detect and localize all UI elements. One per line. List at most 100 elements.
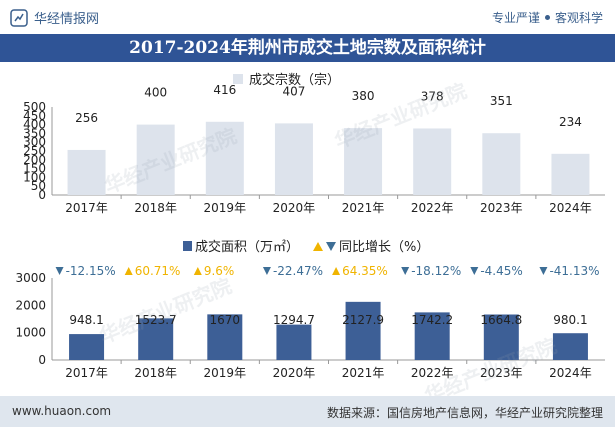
down-triangle-icon [55,267,64,275]
growth-label: 60.71% [135,264,181,278]
x-tick-label: 2021年 [342,366,385,380]
down-triangle-icon [262,267,271,275]
y-tick-label: 3000 [15,271,46,285]
bar [138,318,174,360]
x-tick-label: 2020年 [273,201,316,215]
x-tick-label: 2018年 [134,201,177,215]
legend-label: 成交宗数（宗） [249,72,340,88]
y-tick-label: 0 [38,353,46,367]
legend-swatch [183,241,192,251]
y-tick-label: 200 [23,153,46,167]
bar [205,121,244,195]
bar [136,124,175,195]
data-label: 256 [75,111,98,125]
y-tick-label: 450 [23,109,46,123]
page-title: 2017-2024年荆州市成交土地宗数及面积统计 [0,34,615,62]
data-label: 1664.8 [480,313,522,327]
x-tick-label: 2022年 [411,366,454,380]
growth-label: 9.6% [204,264,235,278]
bar [345,301,381,360]
land-count-chart: 成交宗数（宗）050100150200250300350400450500256… [23,72,605,215]
bar [69,334,105,360]
x-tick-label: 2021年 [342,201,385,215]
data-label: 1742.2 [411,313,453,327]
legend-swatch [233,74,243,84]
x-tick-label: 2024年 [549,366,592,380]
y-tick-label: 2000 [15,298,46,312]
bar [207,314,243,360]
data-label: 378 [421,89,444,103]
y-tick-label: 100 [23,170,46,184]
up-triangle-icon [332,267,341,275]
growth-label: -4.45% [480,264,522,278]
x-tick-label: 2017年 [65,201,108,215]
legend-label: 同比增长（%） [339,240,429,255]
dot-separator [544,15,550,20]
bar [482,133,521,195]
up-triangle-icon [193,267,202,275]
data-label: 1670 [210,313,241,327]
bar [414,312,450,360]
y-tick-label: 300 [23,135,46,149]
down-triangle-icon [539,267,548,275]
data-label: 234 [559,115,582,129]
data-label: 416 [213,83,236,97]
up-triangle-icon [124,267,133,275]
data-label: 351 [490,94,513,108]
y-tick-label: 50 [31,179,46,193]
data-label: 1294.7 [273,313,315,327]
tagline: 专业严谨 客观科学 [492,9,603,26]
growth-label: 64.35% [342,264,388,278]
bar [344,128,383,195]
data-label: 1523.7 [135,313,177,327]
bar [552,333,588,360]
bar [551,153,590,195]
data-label: 980.1 [553,313,587,327]
down-triangle-icon [401,267,410,275]
data-label: 407 [282,84,305,98]
x-tick-label: 2017年 [65,366,108,380]
brand-name: 华经情报网 [34,12,100,27]
bar [274,123,313,195]
data-label: 948.1 [69,313,103,327]
x-tick-label: 2019年 [204,201,247,215]
x-tick-label: 2018年 [134,366,177,380]
legend-label: 成交面积（万㎡） [195,239,299,255]
bar [67,149,106,195]
data-label: 2127.9 [342,313,384,327]
bar [276,324,312,360]
tagline-right: 客观科学 [554,11,603,25]
x-tick-label: 2019年 [204,366,247,380]
growth-label: -41.13% [549,264,599,278]
header: 华经情报网 专业严谨 客观科学 [0,0,615,34]
up-triangle-icon [313,242,323,251]
tagline-left: 专业严谨 [491,11,540,25]
x-tick-label: 2023年 [480,366,523,380]
x-tick-label: 2020年 [273,366,316,380]
brand[interactable]: 华经情报网 [10,8,99,27]
growth-label: -22.47% [273,264,323,278]
data-label: 400 [144,86,167,100]
bar [413,128,452,195]
growth-label: -18.12% [411,264,461,278]
y-tick-label: 0 [38,188,46,202]
website-link[interactable]: www.huaon.com [12,404,112,418]
bar [483,314,519,360]
down-triangle-icon [470,267,479,275]
down-triangle-icon [326,242,336,251]
x-tick-label: 2023年 [480,201,523,215]
y-tick-label: 500 [23,100,46,114]
x-tick-label: 2024年 [549,201,592,215]
data-label: 380 [352,89,375,103]
footer: www.huaon.com 数据来源：国信房地产信息网，华经产业研究院整理 [0,396,615,427]
y-tick-label: 400 [23,118,46,132]
y-tick-label: 1000 [15,326,46,340]
y-tick-label: 150 [23,162,46,176]
x-tick-label: 2022年 [411,201,454,215]
logo-icon [10,8,28,27]
y-tick-label: 250 [23,144,46,158]
data-source: 数据来源：国信房地产信息网，华经产业研究院整理 [326,406,603,420]
land-area-chart: 成交面积（万㎡） 同比增长（%） 0 1000 2000 3000 948.1 2017年 15… [15,239,605,380]
y-tick-label: 350 [23,126,46,140]
growth-label: -12.15% [66,264,116,278]
